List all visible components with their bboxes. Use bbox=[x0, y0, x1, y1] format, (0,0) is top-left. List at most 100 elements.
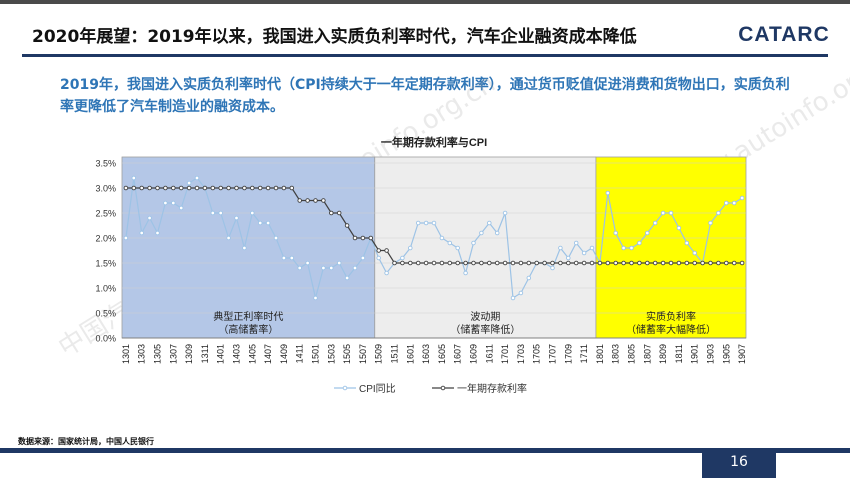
data-point bbox=[605, 260, 611, 266]
x-tick-label: 1401 bbox=[216, 344, 226, 364]
data-point bbox=[668, 260, 674, 266]
region-background bbox=[595, 156, 747, 339]
data-point bbox=[494, 260, 500, 266]
x-tick-label: 1503 bbox=[326, 344, 336, 364]
catarc-logo: CATARC bbox=[738, 23, 830, 46]
x-tick-label: 1703 bbox=[516, 344, 526, 364]
x-tick-label: 1409 bbox=[279, 344, 289, 364]
data-point bbox=[226, 235, 231, 241]
data-point bbox=[518, 260, 524, 266]
data-point bbox=[147, 215, 152, 221]
data-point bbox=[281, 185, 287, 191]
x-tick-label: 1403 bbox=[232, 344, 242, 364]
data-point bbox=[645, 230, 650, 236]
data-point bbox=[392, 260, 397, 266]
data-point bbox=[218, 185, 223, 191]
x-tick-label: 1411 bbox=[295, 344, 305, 363]
data-point bbox=[336, 260, 342, 266]
data-point bbox=[676, 225, 682, 231]
data-point bbox=[273, 185, 279, 191]
data-point bbox=[558, 260, 563, 266]
x-tick-label: 1905 bbox=[721, 344, 731, 364]
region-label: 典型正利率时代 bbox=[213, 310, 283, 323]
data-point bbox=[613, 260, 618, 266]
x-tick-label: 1709 bbox=[563, 344, 573, 364]
y-tick-label: 2.0% bbox=[95, 234, 116, 244]
data-point bbox=[218, 210, 223, 216]
data-point bbox=[676, 260, 682, 266]
data-point bbox=[360, 255, 366, 261]
data-point bbox=[273, 235, 279, 241]
x-tick-label: 1307 bbox=[168, 344, 178, 364]
x-tick-label: 1407 bbox=[263, 344, 273, 364]
data-point bbox=[329, 210, 334, 216]
region-background bbox=[121, 156, 376, 339]
x-tick-label: 1301 bbox=[121, 344, 131, 364]
data-point bbox=[155, 185, 160, 191]
data-point bbox=[739, 195, 745, 201]
data-point bbox=[186, 185, 192, 191]
data-point bbox=[629, 260, 634, 266]
data-point bbox=[463, 270, 468, 276]
x-tick-label: 1611 bbox=[484, 344, 494, 363]
x-tick-label: 1501 bbox=[311, 344, 321, 364]
x-tick-label: 1311 bbox=[200, 344, 210, 363]
data-point bbox=[297, 265, 302, 271]
data-point bbox=[637, 240, 642, 246]
data-point bbox=[621, 260, 626, 266]
logo-text: CATARC bbox=[738, 23, 830, 46]
x-tick-label: 1309 bbox=[184, 344, 194, 364]
data-point bbox=[597, 260, 603, 266]
data-point bbox=[589, 260, 595, 266]
data-point bbox=[305, 198, 310, 203]
data-point bbox=[321, 265, 326, 271]
data-point bbox=[178, 205, 184, 211]
y-tick-label: 0.5% bbox=[95, 309, 116, 319]
data-point bbox=[692, 260, 697, 266]
data-point bbox=[155, 230, 160, 236]
data-point bbox=[716, 210, 721, 216]
data-point bbox=[139, 185, 144, 191]
data-point bbox=[692, 250, 697, 256]
summary-text: 2019年，我国进入实质负利率时代（CPI持续大于一年定期存款利率），通过货币贬… bbox=[60, 77, 790, 115]
data-point bbox=[534, 260, 539, 266]
data-point bbox=[415, 220, 421, 226]
y-tick-label: 2.5% bbox=[95, 209, 116, 219]
data-point bbox=[163, 200, 168, 206]
x-tick-label: 1605 bbox=[437, 344, 447, 364]
x-tick-label: 1705 bbox=[532, 344, 542, 364]
data-point bbox=[573, 260, 579, 266]
x-tick-label: 1511 bbox=[390, 344, 400, 363]
data-point bbox=[724, 260, 729, 266]
x-tick-label: 1807 bbox=[642, 344, 652, 364]
data-point bbox=[384, 270, 389, 276]
data-point bbox=[147, 185, 152, 191]
region-label-sub: （储蓄率降低） bbox=[450, 323, 520, 336]
data-point bbox=[613, 230, 618, 236]
data-point bbox=[447, 240, 453, 246]
data-point bbox=[566, 260, 571, 266]
legend-swatch-marker bbox=[440, 385, 446, 391]
data-point bbox=[502, 260, 508, 266]
data-point bbox=[645, 260, 650, 266]
data-point bbox=[660, 210, 666, 216]
data-point bbox=[376, 248, 381, 253]
legend-swatch-marker bbox=[342, 385, 348, 391]
data-source-note: 数据来源：国家统计局，中国人民银行 bbox=[18, 437, 154, 446]
data-point bbox=[684, 240, 690, 246]
x-tick-label: 1607 bbox=[453, 344, 463, 364]
data-point bbox=[566, 255, 571, 261]
data-point bbox=[526, 260, 532, 266]
x-tick-label: 1505 bbox=[342, 344, 352, 364]
x-tick-label: 1405 bbox=[247, 344, 257, 364]
x-tick-label: 1901 bbox=[690, 344, 700, 364]
data-point bbox=[194, 175, 200, 181]
data-point bbox=[471, 260, 476, 266]
data-point bbox=[305, 260, 310, 266]
data-point bbox=[542, 260, 547, 266]
data-point bbox=[550, 260, 555, 266]
x-tick-label: 1707 bbox=[547, 344, 557, 364]
x-tick-label: 1509 bbox=[374, 344, 384, 364]
x-tick-label: 1303 bbox=[137, 344, 147, 364]
data-point bbox=[731, 260, 737, 266]
